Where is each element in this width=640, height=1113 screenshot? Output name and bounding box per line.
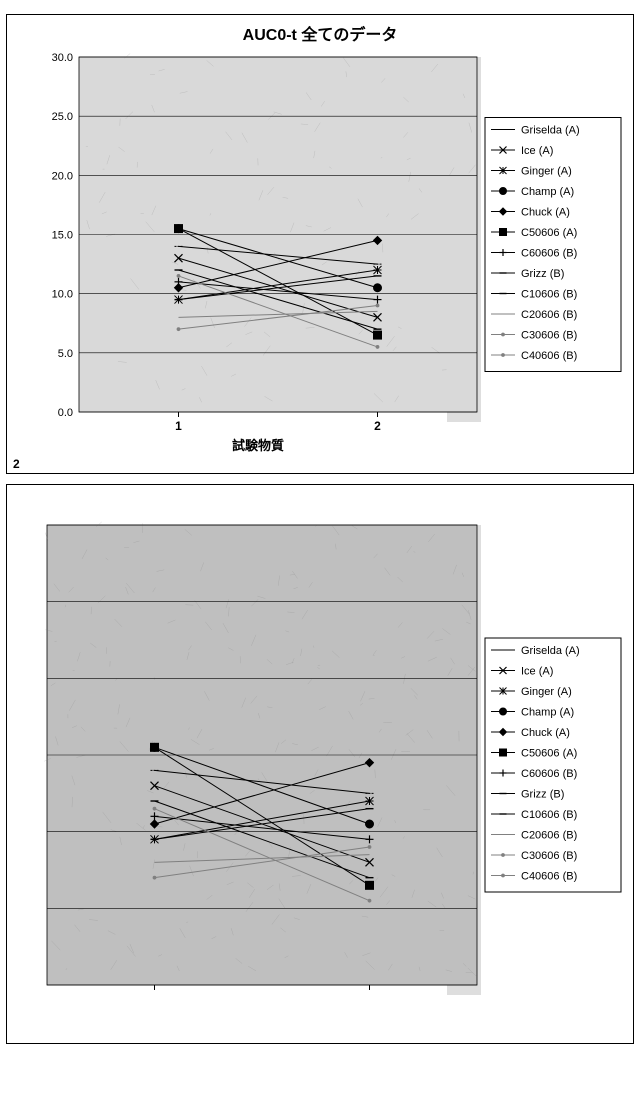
legend-item-label: C50606 (A)	[521, 748, 577, 760]
svg-text:25.0: 25.0	[52, 111, 73, 123]
svg-text:15.0: 15.0	[52, 230, 73, 242]
legend-item-label: C60606 (B)	[521, 768, 577, 780]
legend-item-label: C60606 (B)	[521, 248, 577, 260]
legend-item-label: Griselda (A)	[521, 125, 580, 137]
legend-item-label: C20606 (B)	[521, 309, 577, 321]
legend-item-label: Champ (A)	[521, 707, 574, 719]
bottom-chart-svg: Griselda (A) Ice (A) Ginger (A) Champ (A) Ch…	[7, 515, 627, 1015]
legend-item-label: C20606 (B)	[521, 830, 577, 842]
legend-item-label: C30606 (B)	[521, 850, 577, 862]
legend-item-label: C30606 (B)	[521, 330, 577, 342]
svg-text:20.0: 20.0	[52, 170, 73, 182]
legend-item-label: Champ (A)	[521, 186, 574, 198]
legend-item-label: C40606 (B)	[521, 871, 577, 883]
legend-item-label: Chuck (A)	[521, 207, 570, 219]
legend-item-label: Ice (A)	[521, 145, 553, 157]
legend-item-label: C40606 (B)	[521, 350, 577, 362]
top-chart-svg: 0.05.010.015.020.025.030.012試験物質AUC0-t (…	[7, 47, 627, 467]
svg-text:1: 1	[175, 419, 182, 433]
svg-text:0.0: 0.0	[58, 407, 73, 419]
svg-text:10.0: 10.0	[52, 289, 73, 301]
legend-item-label: Grizz (B)	[521, 268, 564, 280]
bottom-chart-panel: Griselda (A) Ice (A) Ginger (A) Champ (A) Ch…	[6, 484, 634, 1044]
legend-item-label: Ice (A)	[521, 666, 553, 678]
top-chart-panel: AUC0-t 全てのデータ 0.0 5.0 10.0 15.0 20.0 25.0 30.0…	[6, 14, 634, 474]
legend-item-label: Ginger (A)	[521, 686, 572, 698]
svg-text:5.0: 5.0	[58, 348, 73, 360]
bottom-chart-inner: Griselda (A) Ice (A) Ginger (A) Champ (A) Ch…	[7, 485, 633, 1015]
legend-item-label: Grizz (B)	[521, 789, 564, 801]
corner-label: 2	[13, 457, 20, 471]
legend-item-label: Griselda (A)	[521, 645, 580, 657]
legend-item-label: C50606 (A)	[521, 227, 577, 239]
legend-item-label: C10606 (B)	[521, 809, 577, 821]
top-chart-inner: 0.05.010.015.020.025.030.012試験物質AUC0-t (…	[7, 47, 633, 467]
svg-text:試験物質: 試験物質	[232, 438, 284, 453]
chart-title: AUC0-t 全てのデータ	[7, 15, 633, 47]
legend-item-label: C10606 (B)	[521, 289, 577, 301]
legend-item-label: Chuck (A)	[521, 727, 570, 739]
svg-text:30.0: 30.0	[52, 52, 73, 64]
svg-text:2: 2	[374, 419, 381, 433]
legend-item-label: Ginger (A)	[521, 166, 572, 178]
